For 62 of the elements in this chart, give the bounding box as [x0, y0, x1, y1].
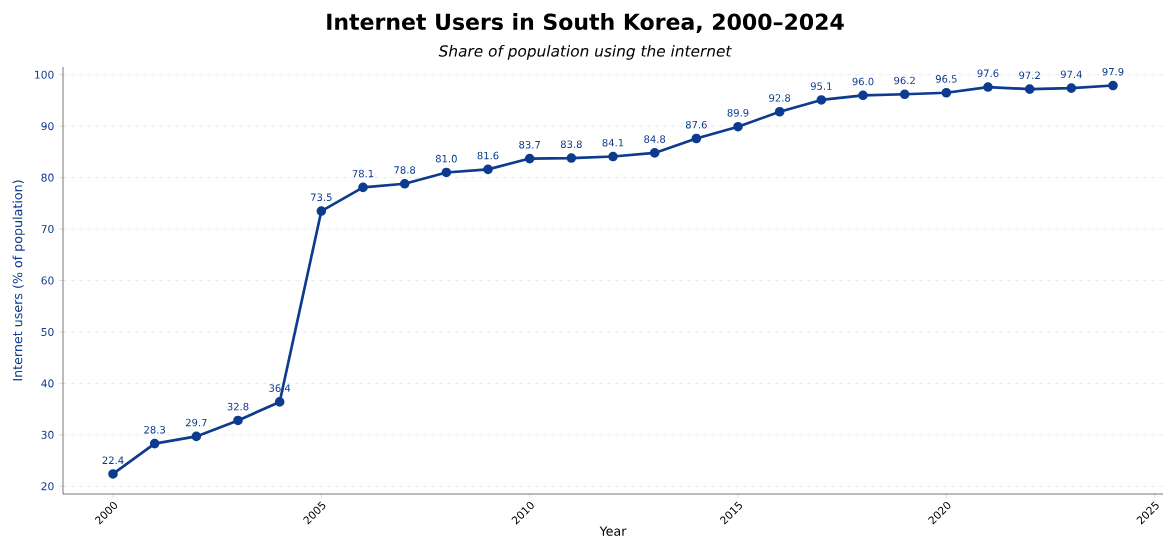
point [941, 87, 952, 98]
point [1024, 84, 1035, 94]
data-label: 96.5 [935, 75, 957, 83]
y-tick-label: 100 [35, 70, 54, 79]
data-label: 97.6 [977, 69, 999, 78]
point [483, 164, 493, 175]
point [233, 415, 243, 426]
data-label: 78.8 [394, 166, 416, 174]
point [983, 82, 993, 92]
data-label: 28.3 [144, 425, 165, 434]
point [441, 167, 452, 178]
chart-subtitle: Share of population using the internet [438, 44, 732, 60]
point [691, 133, 702, 144]
data-label: 89.9 [727, 109, 749, 117]
point [358, 182, 368, 193]
data-label: 84.8 [644, 135, 666, 143]
y-tick-label: 30 [41, 430, 54, 439]
data-label: 92.8 [769, 94, 791, 102]
data-label: 83.8 [560, 140, 582, 149]
x-axis-title: Year [599, 526, 627, 536]
point [316, 206, 327, 216]
y-axis-title: Internet users (% of population) [12, 180, 25, 381]
chart-title: Internet Users in South Korea, 2000–2024 [327, 13, 844, 33]
point [1066, 83, 1077, 93]
y-tick-label: 90 [41, 122, 54, 131]
data-label: 81.0 [435, 154, 457, 163]
data-label: 73.5 [311, 193, 332, 202]
point [566, 153, 577, 163]
point [191, 431, 202, 442]
data-label: 29.7 [185, 418, 207, 427]
data-label: 83.7 [519, 140, 540, 149]
data-label: 96.2 [894, 76, 915, 85]
point [733, 121, 743, 132]
data-label: 97.4 [1060, 70, 1082, 79]
data-label: 84.1 [602, 138, 624, 147]
data-label: 87.6 [685, 120, 707, 129]
data-label: 97.2 [1019, 71, 1040, 80]
data-label: 78.1 [352, 169, 374, 178]
y-tick-label: 80 [41, 173, 54, 182]
y-tick-label: 70 [41, 225, 54, 234]
point [524, 153, 535, 164]
point [399, 178, 410, 189]
point [816, 95, 827, 105]
point [774, 106, 785, 117]
point [149, 438, 160, 449]
y-tick-label: 40 [41, 379, 54, 388]
point [108, 469, 118, 479]
data-label: 81.6 [477, 151, 499, 160]
y-tick-label: 60 [41, 276, 54, 285]
data-label: 96.0 [852, 77, 874, 86]
data-label: 32.8 [227, 402, 249, 411]
point [608, 151, 618, 162]
y-tick-label: 50 [41, 327, 54, 336]
point [858, 90, 868, 101]
point [649, 148, 660, 158]
data-label: 97.9 [1102, 67, 1124, 76]
y-tick-label: 20 [41, 482, 54, 491]
point [1108, 80, 1118, 91]
point [899, 89, 910, 100]
data-label: 22.4 [102, 456, 124, 464]
data-label: 95.1 [810, 82, 832, 90]
point [274, 397, 285, 407]
